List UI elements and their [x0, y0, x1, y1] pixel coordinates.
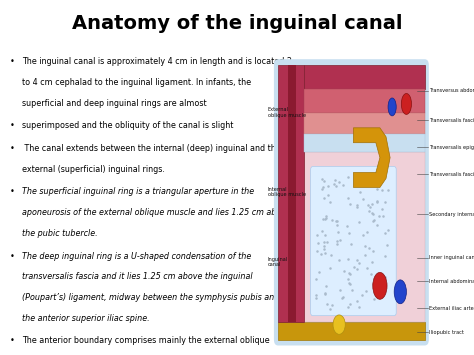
Text: •: • [10, 57, 15, 66]
Text: Transversalis fascia (posterior lamina): Transversalis fascia (posterior lamina) [429, 171, 474, 176]
Text: The canal extends between the internal (deep) inguinal and the: The canal extends between the internal (… [22, 144, 281, 153]
Text: Anatomy of the inguinal canal: Anatomy of the inguinal canal [72, 15, 402, 33]
Ellipse shape [333, 315, 345, 334]
Text: •: • [10, 251, 15, 261]
Polygon shape [288, 65, 296, 322]
FancyBboxPatch shape [310, 166, 396, 316]
Text: the pubic tubercle.: the pubic tubercle. [22, 229, 98, 238]
Polygon shape [304, 152, 425, 322]
Ellipse shape [401, 93, 411, 114]
Text: The deep inguinal ring is a U-shaped condensation of the: The deep inguinal ring is a U-shaped con… [22, 251, 251, 261]
Text: The superficial inguinal ring is a triangular aperture in the: The superficial inguinal ring is a trian… [22, 187, 254, 196]
Ellipse shape [388, 98, 396, 116]
Polygon shape [354, 128, 390, 187]
Text: Iliopubic tract: Iliopubic tract [429, 329, 464, 334]
Polygon shape [278, 65, 304, 322]
Ellipse shape [373, 272, 387, 299]
Text: superimposed and the obliquity of the canal is slight: superimposed and the obliquity of the ca… [22, 121, 233, 130]
Text: Transversalis epigastric artery and vein: Transversalis epigastric artery and vein [429, 145, 474, 150]
Text: •: • [10, 121, 15, 130]
FancyBboxPatch shape [274, 59, 429, 345]
Text: Secondary internal ring: Secondary internal ring [429, 212, 474, 217]
Text: The inguinal canal is approximately 4 cm in length and is located 2: The inguinal canal is approximately 4 cm… [22, 57, 292, 66]
Text: transversalis fascia and it lies 1.25 cm above the inguinal: transversalis fascia and it lies 1.25 cm… [22, 272, 253, 281]
Text: The anterior boundary comprises mainly the external oblique: The anterior boundary comprises mainly t… [22, 337, 270, 345]
Polygon shape [304, 113, 425, 134]
Text: •: • [10, 337, 15, 345]
Text: External
oblique muscle: External oblique muscle [268, 108, 306, 118]
Text: Internal
oblique muscle: Internal oblique muscle [268, 186, 306, 197]
Text: Inguinal
canal: Inguinal canal [268, 257, 288, 267]
Text: (Poupart’s) ligament, midway between the symphysis pubis and: (Poupart’s) ligament, midway between the… [22, 293, 279, 302]
Text: Transversalis fascia (anterior lamina): Transversalis fascia (anterior lamina) [429, 118, 474, 123]
Text: •: • [10, 187, 15, 196]
Text: external (superficial) inguinal rings.: external (superficial) inguinal rings. [22, 165, 165, 174]
Text: superficial and deep inguinal rings are almost: superficial and deep inguinal rings are … [22, 99, 207, 108]
Ellipse shape [394, 280, 406, 304]
Text: the anterior superior iliac spine.: the anterior superior iliac spine. [22, 314, 150, 323]
Polygon shape [304, 89, 425, 113]
Text: Inner inguinal canal: Inner inguinal canal [429, 255, 474, 260]
Text: External iliac artery and vein: External iliac artery and vein [429, 306, 474, 311]
Text: •: • [10, 144, 15, 153]
Polygon shape [304, 134, 425, 152]
Text: Internal abdominal ring: Internal abdominal ring [429, 279, 474, 284]
Text: aponeurosis of the external oblique muscle and lies 1.25 cm above: aponeurosis of the external oblique musc… [22, 208, 291, 217]
Text: to 4 cm cephalad to the inguinal ligament. In infants, the: to 4 cm cephalad to the inguinal ligamen… [22, 78, 251, 87]
Text: Transversus abdominis muscle: Transversus abdominis muscle [429, 88, 474, 93]
Polygon shape [304, 65, 425, 89]
Polygon shape [278, 322, 425, 339]
